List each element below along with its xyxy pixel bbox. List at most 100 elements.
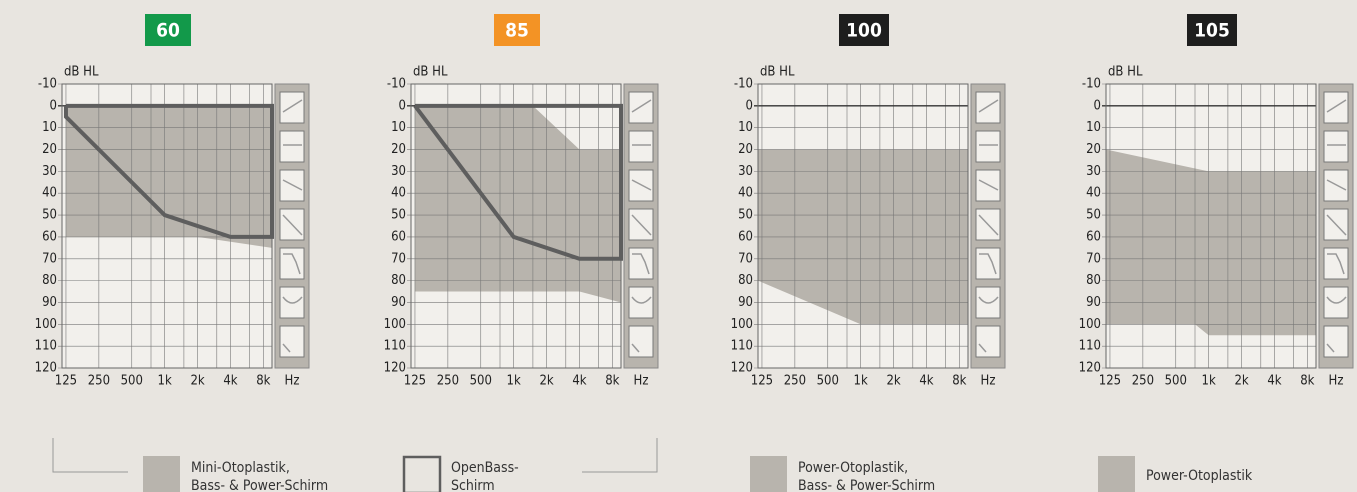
y-tick-label: 50 — [1086, 208, 1101, 223]
y-tick-label: 70 — [738, 251, 753, 266]
plot-frame — [1105, 83, 1317, 369]
legend-label: Bass- & Power-Schirm — [191, 478, 328, 492]
y-tick-label: 70 — [1086, 251, 1101, 266]
legend-bracket — [582, 438, 658, 473]
loss-type-icon — [975, 247, 1001, 280]
x-tick-label: 4k — [1267, 374, 1281, 389]
chart-title: 85 — [505, 20, 529, 42]
x-tick-label: 250 — [1132, 374, 1154, 389]
y-tick-label: 10 — [42, 120, 57, 135]
x-axis-label: Hz — [634, 374, 649, 389]
x-tick-label: 4k — [572, 374, 586, 389]
x-tick-label: 1k — [854, 374, 868, 389]
legend-label: Mini-Otoplastik, — [191, 460, 290, 476]
y-tick-label: 90 — [42, 295, 57, 310]
y-tick-label: 70 — [391, 251, 406, 266]
loss-type-icon — [628, 91, 654, 124]
y-tick-label: 90 — [738, 295, 753, 310]
y-tick-label: 10 — [1086, 120, 1101, 135]
x-tick-label: 4k — [919, 374, 933, 389]
loss-type-icon — [279, 130, 305, 163]
open-fitting-outline — [413, 103, 623, 261]
y-tick-label: 90 — [1086, 295, 1101, 310]
y-axis-label: dB HL — [413, 65, 448, 80]
title-badge — [1187, 14, 1237, 46]
y-tick-label: 80 — [42, 273, 57, 288]
loss-type-curve — [282, 343, 291, 353]
title-badge — [145, 14, 191, 46]
y-tick-label: 60 — [1086, 229, 1101, 244]
loss-type-curve — [283, 253, 301, 275]
loss-type-icon — [975, 325, 1001, 358]
loss-type-icon — [975, 130, 1001, 163]
loss-type-curve — [1326, 343, 1335, 353]
legend-label: OpenBass- — [451, 460, 519, 476]
y-tick-label: 90 — [391, 295, 406, 310]
y-tick-label: 120 — [384, 361, 406, 376]
y-tick-label: 110 — [384, 339, 406, 354]
y-tick-label: 120 — [731, 361, 753, 376]
y-axis-label: dB HL — [1108, 65, 1143, 80]
loss-type-curve — [631, 99, 652, 113]
loss-type-curve — [979, 253, 997, 275]
y-tick-label: 50 — [738, 208, 753, 223]
y-axis-label: dB HL — [760, 65, 795, 80]
loss-type-curve — [1327, 253, 1345, 275]
loss-type-icon — [279, 247, 305, 280]
legend-swatch — [143, 456, 180, 492]
chart-title: 60 — [156, 20, 180, 42]
legend-swatch — [402, 455, 442, 492]
fitting-range — [1106, 149, 1316, 336]
legend-label: Power-Otoplastik, — [798, 460, 908, 476]
x-tick-label: 8k — [605, 374, 619, 389]
y-tick-label: 100 — [35, 317, 57, 332]
loss-type-curve — [632, 253, 650, 275]
loss-type-curve — [978, 343, 987, 353]
x-tick-label: 500 — [817, 374, 839, 389]
y-tick-label: 40 — [42, 186, 57, 201]
y-tick-label: 30 — [738, 164, 753, 179]
y-tick-label: 60 — [42, 229, 57, 244]
y-tick-label: 0 — [746, 98, 753, 113]
chart-title: 100 — [846, 20, 882, 42]
loss-type-curve — [282, 296, 303, 304]
y-tick-label: 20 — [391, 142, 406, 157]
loss-type-curve — [1326, 179, 1347, 191]
y-tick-label: 30 — [42, 164, 57, 179]
y-tick-label: 40 — [1086, 186, 1101, 201]
x-tick-label: 250 — [784, 374, 806, 389]
y-tick-label: 50 — [42, 208, 57, 223]
y-tick-label: 120 — [1079, 361, 1101, 376]
x-tick-label: 250 — [437, 374, 459, 389]
y-tick-label: -10 — [734, 77, 753, 92]
title-badge — [839, 14, 889, 46]
legend-bracket — [52, 438, 128, 473]
y-tick-label: 20 — [1086, 142, 1101, 157]
loss-type-icon — [628, 325, 654, 358]
x-tick-label: 500 — [470, 374, 492, 389]
y-tick-label: 20 — [42, 142, 57, 157]
x-tick-label: 250 — [88, 374, 110, 389]
x-tick-label: 2k — [190, 374, 204, 389]
loss-type-icon — [628, 247, 654, 280]
y-tick-label: 100 — [1079, 317, 1101, 332]
loss-type-curve — [631, 179, 652, 191]
loss-type-curve — [978, 99, 999, 113]
y-tick-label: -10 — [1082, 77, 1101, 92]
y-tick-label: 80 — [391, 273, 406, 288]
loss-type-curve — [631, 296, 652, 304]
x-tick-label: 1k — [1202, 374, 1216, 389]
x-tick-label: 1k — [507, 374, 521, 389]
y-tick-label: 110 — [1079, 339, 1101, 354]
loss-type-curve — [282, 179, 303, 191]
loss-type-curve — [1326, 214, 1347, 236]
legend-swatch — [750, 456, 787, 492]
plot-frame — [757, 83, 969, 369]
x-axis-label: Hz — [1329, 374, 1344, 389]
x-axis-label: Hz — [981, 374, 996, 389]
loss-type-curve — [978, 179, 999, 191]
y-tick-label: 10 — [738, 120, 753, 135]
loss-type-icon — [279, 91, 305, 124]
legend-label: Bass- & Power-Schirm — [798, 478, 935, 492]
